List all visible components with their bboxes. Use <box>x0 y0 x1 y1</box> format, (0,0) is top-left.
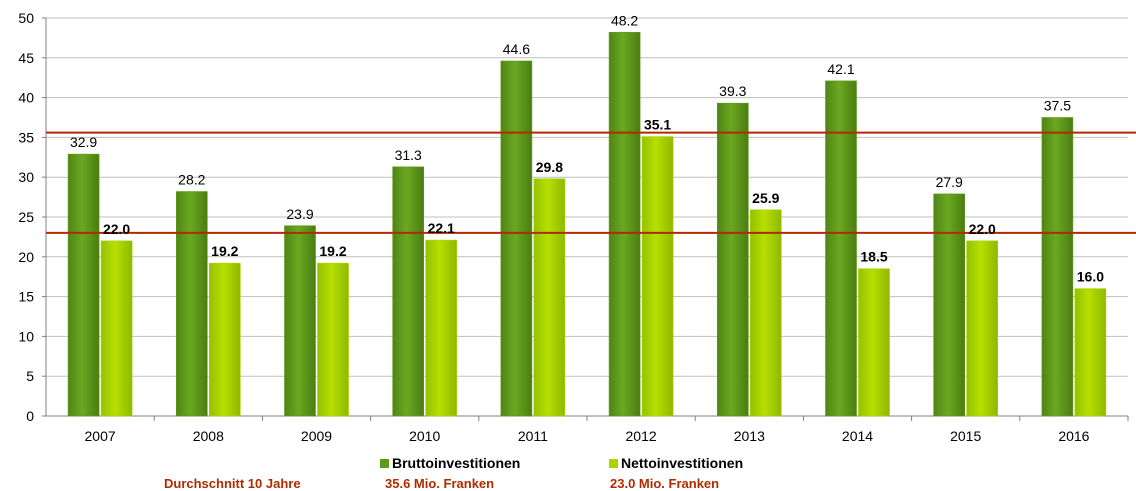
bar-netto <box>858 268 890 417</box>
data-label-brutto: 44.6 <box>503 41 530 57</box>
bar-brutto <box>608 32 641 417</box>
average-label: Durchschnitt 10 Jahre <box>164 476 301 491</box>
data-label-brutto: 31.3 <box>395 147 422 163</box>
bar-netto <box>209 262 241 417</box>
data-label-brutto: 32.9 <box>70 134 97 150</box>
y-tick-label: 50 <box>18 10 34 26</box>
legend-netto: Nettoinvestitionen <box>609 455 743 471</box>
x-axis-ticks: 2007 2008 2009 2010 2011 2012 2013 2014 2015 2016 <box>85 416 1129 444</box>
y-tick-label: 45 <box>18 50 34 66</box>
bar-netto <box>533 178 566 417</box>
x-tick-label: 2011 <box>518 428 548 444</box>
y-tick-label: 15 <box>18 289 34 305</box>
y-tick-label: 40 <box>18 90 34 106</box>
bar-brutto <box>933 193 966 417</box>
x-tick-label: 2013 <box>734 428 765 444</box>
data-label-brutto: 48.2 <box>611 12 638 28</box>
x-tick-label: 2016 <box>1058 428 1089 444</box>
data-label-brutto: 39.3 <box>719 83 746 99</box>
netto-average: 23.0 Mio. Franken <box>610 476 720 491</box>
bars-group <box>67 32 1107 417</box>
bar-netto <box>749 209 782 417</box>
y-tick-label: 25 <box>18 209 34 225</box>
data-label-netto: 16.0 <box>1077 269 1104 285</box>
bar-netto <box>100 240 133 417</box>
data-label-netto: 19.2 <box>319 243 346 259</box>
x-tick-label: 2008 <box>193 428 224 444</box>
bar-netto <box>425 239 458 417</box>
bar-brutto <box>716 102 749 417</box>
reference-lines <box>46 131 1136 234</box>
data-label-brutto: 28.2 <box>178 172 205 188</box>
bar-brutto <box>176 191 208 417</box>
x-tick-label: 2010 <box>409 428 440 444</box>
y-tick-label: 5 <box>26 368 34 384</box>
data-labels: 32.9 22.0 28.2 19.2 23.9 19.2 31.3 22.1 44.6 29.8… <box>70 12 1104 284</box>
x-tick-label: 2009 <box>301 428 332 444</box>
legend-label-brutto: Bruttoinvestitionen <box>392 455 521 471</box>
data-label-brutto: 37.5 <box>1044 98 1071 114</box>
bar-brutto <box>1041 117 1074 417</box>
y-tick-label: 30 <box>18 169 34 185</box>
bar-brutto <box>500 60 533 417</box>
y-tick-label: 35 <box>18 129 34 145</box>
data-label-netto: 35.1 <box>644 117 671 133</box>
bar-netto <box>317 262 349 417</box>
data-label-brutto: 42.1 <box>827 61 854 77</box>
y-tick-label: 0 <box>26 408 34 424</box>
brutto-average: 35.6 Mio. Franken <box>385 476 495 491</box>
bar-netto <box>641 136 674 417</box>
data-label-brutto: 23.9 <box>286 206 313 222</box>
bar-brutto <box>284 225 316 417</box>
data-label-netto: 18.5 <box>860 249 887 265</box>
y-tick-label: 10 <box>18 328 34 344</box>
data-label-netto: 29.8 <box>536 159 563 175</box>
x-tick-label: 2007 <box>85 428 116 444</box>
bar-brutto <box>392 166 425 417</box>
data-label-brutto: 27.9 <box>936 174 963 190</box>
bar-brutto <box>67 153 100 417</box>
data-label-netto: 19.2 <box>211 243 238 259</box>
legend-brutto: Bruttoinvestitionen <box>380 455 520 471</box>
x-tick-label: 2012 <box>626 428 657 444</box>
legend-swatch-netto <box>609 458 618 468</box>
data-label-netto: 22.1 <box>428 220 455 236</box>
data-label-netto: 22.0 <box>969 221 996 237</box>
legend-label-netto: Nettoinvestitionen <box>621 455 744 471</box>
gridlines <box>46 17 1128 377</box>
y-tick-label: 20 <box>18 249 34 265</box>
data-label-netto: 25.9 <box>752 190 779 206</box>
x-tick-label: 2014 <box>842 428 873 444</box>
data-label-netto: 22.0 <box>103 221 130 237</box>
bar-brutto <box>825 80 857 417</box>
x-tick-label: 2015 <box>950 428 981 444</box>
legend-swatch-brutto <box>380 458 389 468</box>
bar-netto <box>966 240 999 417</box>
bar-netto <box>1074 288 1107 417</box>
